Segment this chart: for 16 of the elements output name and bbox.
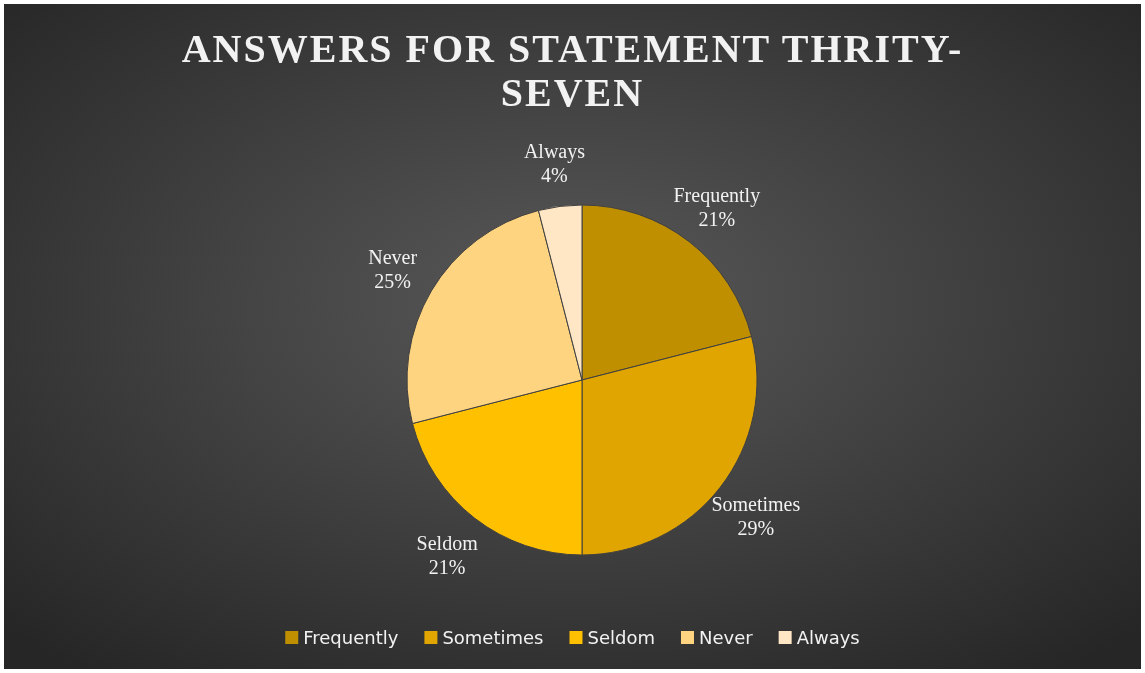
slice-label: Never [368, 246, 418, 269]
legend-label: Never [698, 627, 754, 649]
data-label: 21% [428, 555, 466, 578]
slice-label: Sometimes [711, 492, 801, 515]
legend-label: Always [796, 627, 860, 649]
chart-title: ANSWERS FOR STATEMENT THRITY-SEVEN [181, 26, 964, 115]
legend-label: Frequently [303, 627, 399, 649]
slice-label: Always [523, 139, 586, 163]
legend-label: Sometimes [442, 627, 544, 649]
data-label: 4% [541, 163, 568, 186]
legend-label: Seldom [587, 627, 655, 649]
data-label: 25% [374, 270, 411, 293]
slice-label: Frequently [673, 184, 761, 208]
data-label: 29% [737, 516, 775, 539]
data-label: 21% [698, 208, 736, 231]
slice-label: Seldom [416, 531, 479, 554]
